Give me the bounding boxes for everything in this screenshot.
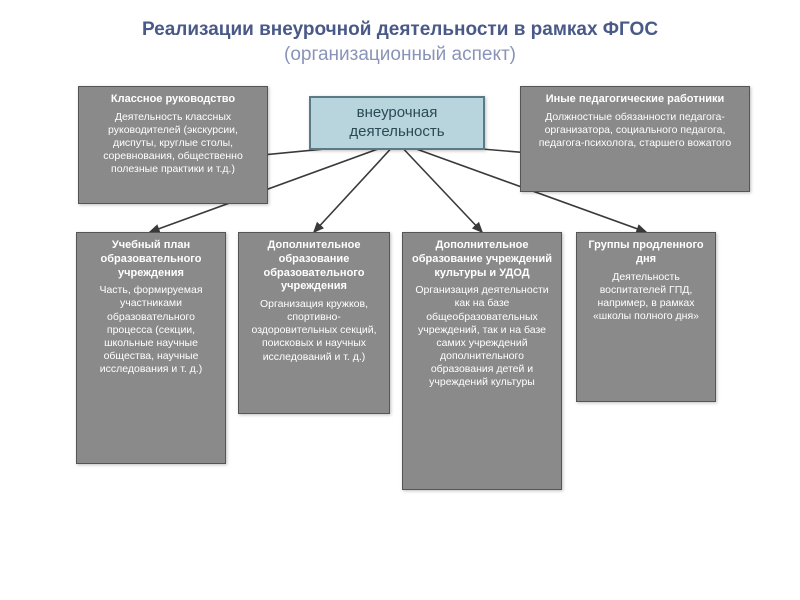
box-body: Организация деятельности как на базе общ… (409, 284, 555, 389)
box-other-staff: Иные педагогические работники Должностны… (520, 86, 750, 192)
box-body: Деятельность воспитателей ГПД, например,… (583, 271, 709, 324)
box-body: Деятельность классных руководителей (экс… (85, 111, 261, 177)
box-class-leadership: Классное руководство Деятельность классн… (78, 86, 268, 204)
box-header: Учебный план образовательного учреждения (83, 239, 219, 280)
box-extended-day: Группы продленного дня Деятельность восп… (576, 232, 716, 402)
box-body: Часть, формируемая участниками образоват… (83, 284, 219, 376)
box-header: Группы продленного дня (583, 239, 709, 267)
title-line-1: Реализации внеурочной деятельности в рам… (142, 19, 658, 40)
central-node: внеурочная деятельность (309, 96, 485, 150)
box-additional-edu-culture: Дополнительное образование учреждений ку… (402, 232, 562, 490)
box-additional-edu-school: Дополнительное образование образовательн… (238, 232, 390, 414)
box-study-plan: Учебный план образовательного учреждения… (76, 232, 226, 464)
page-title: Реализации внеурочной деятельности в рам… (0, 0, 800, 71)
box-body: Должностные обязанности педагога-организ… (527, 111, 743, 150)
box-header: Классное руководство (85, 93, 261, 107)
title-line-2: (организационный аспект) (284, 44, 516, 65)
box-header: Иные педагогические работники (527, 93, 743, 107)
box-header: Дополнительное образование образовательн… (245, 239, 383, 294)
box-header: Дополнительное образование учреждений ку… (409, 239, 555, 280)
central-label: внеурочная деятельность (349, 104, 444, 140)
box-body: Организация кружков, спортивно-оздоровит… (245, 298, 383, 364)
